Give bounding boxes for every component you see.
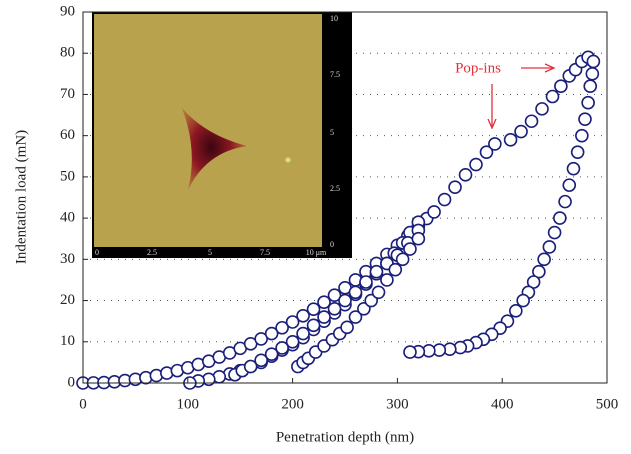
data-point	[371, 285, 386, 300]
data-point	[348, 285, 363, 300]
data-point	[542, 240, 557, 254]
arrow-head	[487, 118, 497, 130]
indent-mark	[182, 108, 247, 190]
marks	[76, 50, 601, 390]
y-tick-label: 0	[68, 374, 76, 390]
data-point	[275, 341, 289, 355]
data-point	[395, 252, 410, 267]
inset-x-label: 7.5	[260, 248, 270, 257]
x-tick-label: 400	[491, 396, 514, 412]
data-point	[357, 301, 371, 316]
data-point	[458, 168, 473, 182]
data-point	[340, 320, 354, 335]
x-tick-label: 500	[596, 396, 619, 412]
y-tick-label: 60	[60, 127, 75, 143]
data-point	[558, 194, 572, 209]
data-point	[254, 332, 268, 346]
data-point	[296, 326, 310, 341]
inset-y-label: 2.5	[330, 184, 340, 193]
data-point	[427, 205, 441, 219]
data-point	[264, 347, 279, 361]
y-tick-label: 70	[60, 86, 75, 102]
data-point	[275, 320, 289, 335]
data-point	[583, 79, 598, 93]
inset-x-label: 10 μm	[306, 248, 327, 257]
data-point	[553, 211, 567, 225]
y-tick-label: 80	[60, 45, 75, 61]
data-point	[575, 128, 589, 143]
data-point	[562, 178, 577, 192]
inset-x-label: 5	[208, 248, 212, 257]
data-point	[547, 225, 562, 240]
data-point	[264, 326, 279, 341]
data-point	[469, 157, 483, 172]
data-point	[514, 124, 528, 139]
data-point	[306, 318, 321, 333]
data-point	[317, 295, 331, 310]
x-tick-label: 200	[281, 396, 304, 412]
data-point	[359, 275, 373, 289]
data-point	[285, 315, 300, 329]
data-point	[403, 242, 417, 256]
inset-dot	[285, 157, 291, 163]
y-tick-label: 40	[60, 210, 75, 226]
data-point	[403, 345, 417, 359]
data-point	[388, 262, 403, 277]
annotation: Pop-ins	[455, 60, 556, 130]
data-point	[488, 137, 502, 151]
y-tick-label: 20	[60, 292, 75, 308]
data-point	[535, 102, 549, 116]
data-point	[285, 334, 300, 349]
data-point	[254, 353, 268, 368]
data-point	[545, 89, 560, 104]
data-point	[503, 132, 518, 147]
x-tick-label: 300	[386, 396, 409, 412]
data-point	[437, 192, 452, 207]
y-tick-label: 50	[60, 168, 75, 184]
data-point	[380, 273, 394, 287]
x-axis-label: Penetration depth (nm)	[276, 429, 414, 445]
data-point	[411, 231, 426, 246]
inset-y-label: 10	[330, 14, 338, 23]
inset-y-label: 7.5	[330, 70, 340, 79]
data-point	[524, 114, 539, 129]
plot-frame	[82, 11, 608, 384]
data-point	[570, 145, 585, 159]
y-tick-label: 90	[60, 3, 75, 19]
data-point	[509, 304, 523, 318]
data-point	[327, 288, 342, 302]
data-point	[586, 54, 601, 69]
data-point	[448, 180, 462, 194]
x-tick-label: 100	[177, 396, 200, 412]
inset-x-label: 0	[95, 248, 99, 257]
data-point	[516, 293, 530, 308]
inset-y-label: 5	[330, 128, 334, 137]
x-tick-label: 0	[79, 396, 87, 412]
data-point	[317, 310, 331, 324]
data-point	[243, 359, 258, 374]
data-point	[581, 95, 595, 110]
data-point	[364, 293, 379, 308]
annotation-text: Pop-ins	[455, 60, 501, 76]
inset-image: 0 2.5 5 7.5 10 μm 10 7.5 5 2.5 0	[92, 12, 352, 258]
data-point	[566, 161, 581, 176]
data-point	[348, 310, 363, 324]
data-point	[296, 309, 310, 323]
inset-x-label: 2.5	[147, 248, 157, 257]
arrow-head	[544, 63, 556, 73]
data-point	[369, 264, 384, 279]
data-point	[585, 67, 600, 81]
y-tick-label: 30	[60, 251, 75, 267]
y-tick-label: 10	[60, 333, 75, 349]
y-axis-label: Indentation load (mN)	[13, 130, 29, 264]
data-point	[554, 79, 568, 93]
data-point	[327, 301, 342, 316]
inset-y-label: 0	[330, 240, 334, 249]
data-point	[338, 293, 352, 308]
data-point	[578, 112, 592, 126]
data-point	[479, 145, 494, 159]
data-point	[306, 302, 321, 317]
data-point	[537, 252, 551, 267]
